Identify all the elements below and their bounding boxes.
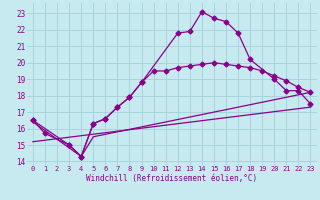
X-axis label: Windchill (Refroidissement éolien,°C): Windchill (Refroidissement éolien,°C) bbox=[86, 174, 257, 183]
